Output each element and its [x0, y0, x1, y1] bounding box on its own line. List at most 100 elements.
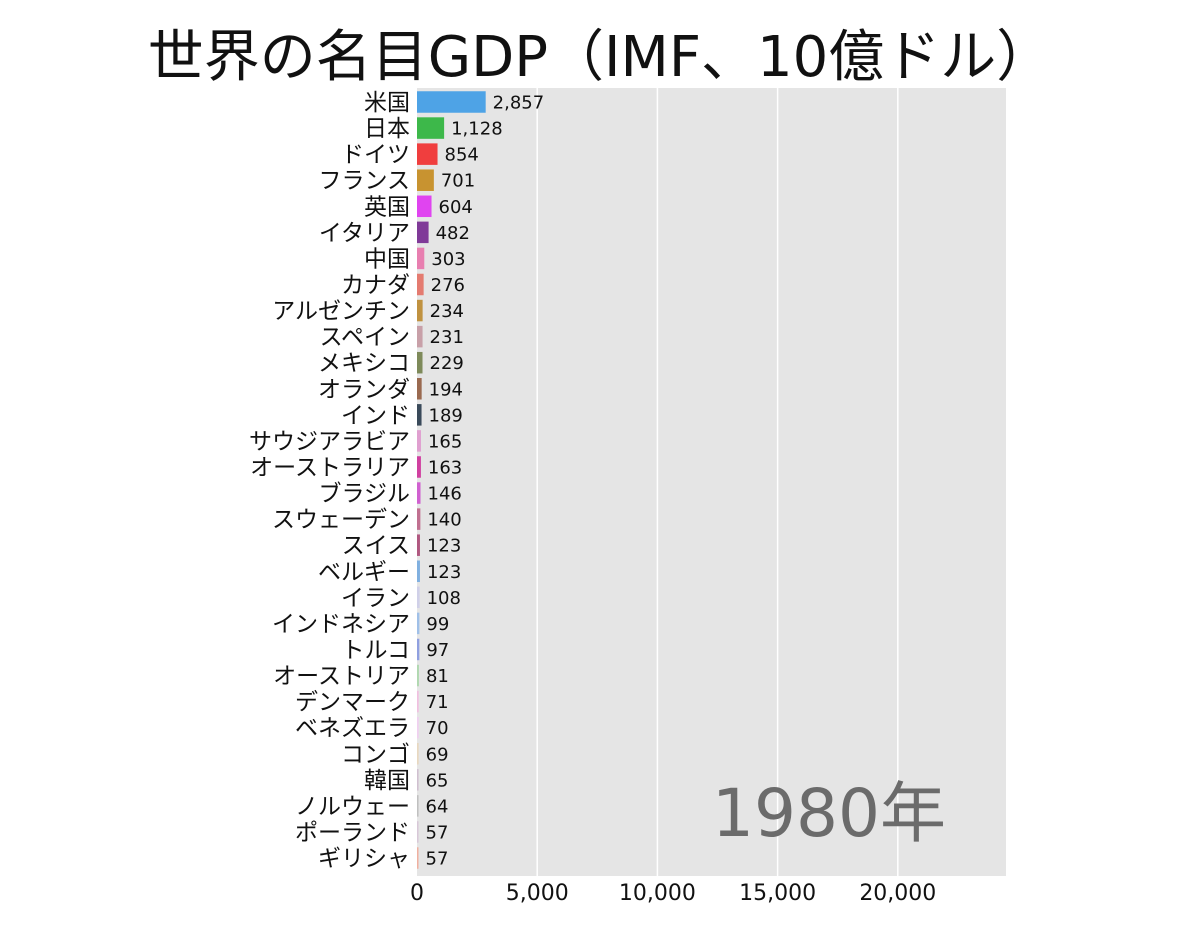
value-label: 57 [426, 822, 449, 843]
category-label: アルゼンチン [272, 299, 410, 325]
x-tick-label: 15,000 [739, 881, 816, 906]
bar [417, 612, 420, 635]
x-tick-label: 0 [410, 881, 424, 906]
bar [417, 690, 419, 713]
bars: 米国 2,857 日本 1,128 ドイツ 854 フランス 701 英国 604 イタリア 482 中… [249, 90, 544, 872]
category-label: トルコ [341, 637, 410, 663]
bar [417, 221, 429, 244]
bar [417, 456, 421, 478]
chart-title: 世界の名目GDP（IMF、10億ドル） [147, 25, 1053, 90]
bar [417, 117, 445, 139]
x-tick-label: 10,000 [619, 881, 696, 906]
value-label: 229 [430, 353, 464, 374]
value-label: 140 [427, 510, 461, 531]
value-label: 165 [428, 431, 462, 452]
year-label: 1980年 [712, 775, 946, 852]
category-label: オーストリア [273, 664, 410, 690]
value-label: 81 [426, 666, 449, 687]
category-label: オーストラリア [250, 455, 410, 481]
category-label: イラン [341, 585, 410, 611]
category-label: ブラジル [318, 481, 410, 507]
value-label: 701 [441, 171, 475, 192]
category-label: サウジアラビア [249, 429, 410, 455]
value-label: 70 [426, 718, 449, 739]
value-label: 854 [445, 145, 479, 166]
category-label: デンマーク [295, 690, 410, 716]
value-label: 482 [436, 223, 470, 244]
bar [417, 508, 421, 530]
category-label: イタリア [319, 220, 410, 246]
bar [417, 247, 425, 270]
bar [417, 404, 422, 426]
category-label: オランダ [318, 377, 410, 403]
value-label: 189 [429, 405, 463, 426]
category-label: スウェーデン [272, 507, 410, 533]
x-tick-label: 20,000 [859, 881, 936, 906]
value-label: 97 [426, 640, 449, 661]
value-label: 71 [426, 692, 449, 713]
bar [417, 299, 423, 322]
bar [417, 482, 421, 504]
bar [417, 91, 486, 113]
bar [417, 638, 420, 661]
category-label: ノルウェー [295, 794, 410, 820]
category-label: 韓国 [364, 768, 410, 794]
category-label: 英国 [364, 194, 410, 220]
value-label: 65 [426, 770, 449, 791]
bar [417, 195, 432, 218]
category-label: 中国 [364, 246, 410, 272]
value-label: 303 [431, 249, 465, 270]
value-label: 194 [429, 379, 463, 400]
category-label: スペイン [320, 325, 410, 351]
value-label: 123 [427, 536, 461, 557]
category-label: メキシコ [318, 351, 410, 377]
bar [417, 378, 422, 400]
bar [417, 143, 438, 165]
bar [417, 664, 419, 687]
bar [417, 325, 423, 348]
bar [417, 560, 420, 583]
category-label: ポーランド [295, 820, 410, 846]
value-label: 108 [427, 588, 461, 609]
bar [417, 821, 419, 843]
value-label: 57 [426, 849, 449, 870]
grid-lines [536, 88, 899, 876]
value-label: 1,128 [451, 119, 503, 140]
value-label: 2,857 [493, 93, 545, 114]
category-label: 米国 [364, 90, 410, 116]
category-label: ベルギー [318, 559, 410, 585]
bar [417, 716, 419, 739]
value-label: 163 [428, 457, 462, 478]
bar [417, 351, 423, 374]
bar [417, 273, 424, 296]
value-label: 64 [426, 796, 449, 817]
value-label: 276 [431, 275, 465, 296]
x-tick-label: 5,000 [506, 881, 569, 906]
category-label: インドネシア [272, 611, 410, 637]
bar [417, 847, 419, 869]
value-label: 69 [426, 744, 449, 765]
bar [417, 534, 420, 556]
value-label: 231 [430, 327, 464, 348]
bar [417, 795, 419, 817]
category-label: コンゴ [341, 742, 410, 768]
category-label: 日本 [364, 116, 410, 142]
value-label: 146 [428, 484, 462, 505]
x-axis: 0 5,000 10,000 15,000 20,000 [410, 881, 936, 906]
category-label: カナダ [341, 272, 410, 298]
value-label: 234 [430, 301, 464, 322]
category-label: フランス [318, 168, 410, 194]
category-label: インド [341, 403, 410, 429]
category-label: ギリシャ [318, 846, 410, 872]
bar [417, 743, 419, 765]
bar [417, 169, 434, 191]
value-label: 123 [427, 562, 461, 583]
value-label: 604 [439, 197, 473, 218]
category-label: ベネズエラ [295, 716, 410, 742]
bar [417, 430, 421, 452]
category-label: ドイツ [341, 142, 410, 168]
bar [417, 769, 419, 791]
category-label: スイス [342, 533, 410, 559]
plot-background [417, 88, 1006, 876]
